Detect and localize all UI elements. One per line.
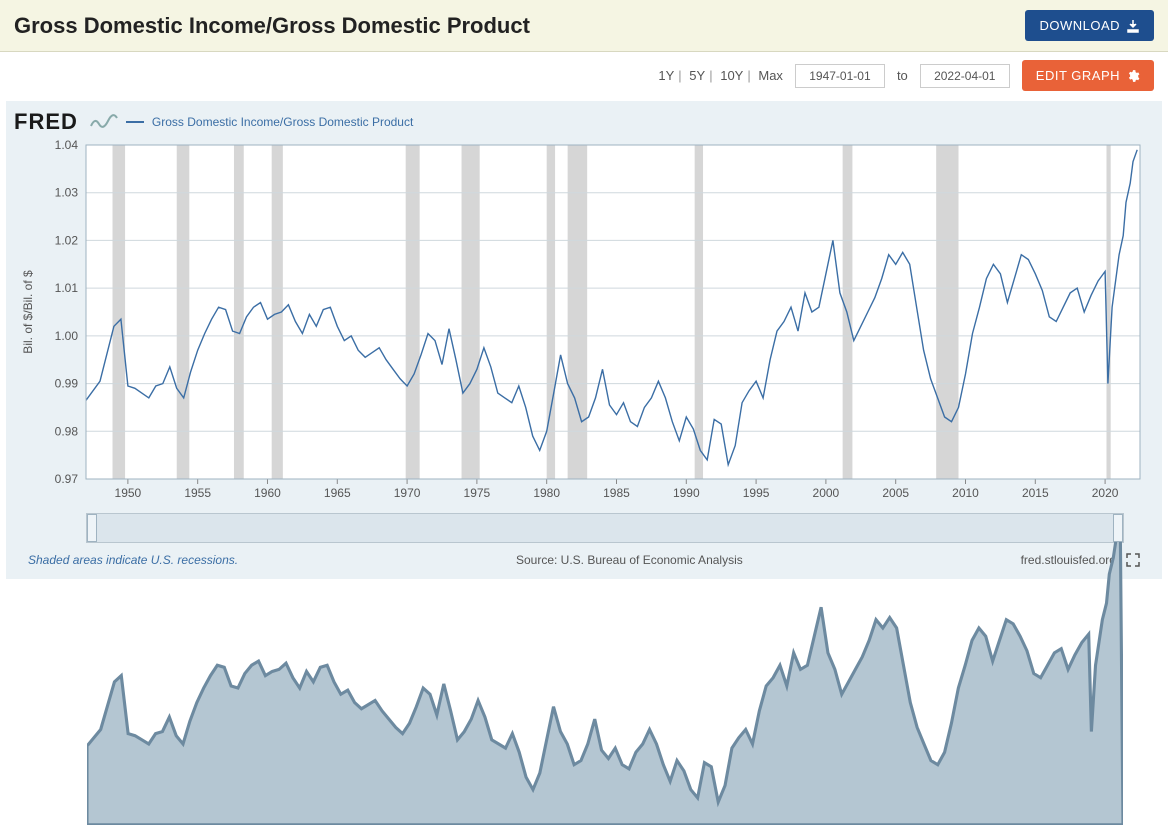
svg-text:1980: 1980 <box>533 486 560 500</box>
download-button[interactable]: DOWNLOAD <box>1025 10 1154 41</box>
svg-text:0.98: 0.98 <box>55 424 79 438</box>
svg-text:1.01: 1.01 <box>55 281 79 295</box>
svg-text:1990: 1990 <box>673 486 700 500</box>
page-title: Gross Domestic Income/Gross Domestic Pro… <box>14 13 530 39</box>
time-range-slider[interactable] <box>86 513 1124 543</box>
svg-text:2020: 2020 <box>1092 486 1119 500</box>
svg-text:1.02: 1.02 <box>55 233 79 247</box>
svg-text:1950: 1950 <box>115 486 142 500</box>
range-1y[interactable]: 1Y <box>658 68 674 83</box>
expand-icon[interactable] <box>1126 553 1140 567</box>
download-icon <box>1126 19 1140 33</box>
edit-graph-label: EDIT GRAPH <box>1036 68 1120 83</box>
date-to-input[interactable] <box>920 64 1010 88</box>
svg-text:Bil. of $/Bil. of $: Bil. of $/Bil. of $ <box>21 270 35 354</box>
chart-svg: 0.97 0.98 0.99 1.00 1.01 1.02 1.03 1.04 1950 1955… <box>14 137 1152 507</box>
range-5y[interactable]: 5Y <box>689 68 705 83</box>
svg-text:2000: 2000 <box>813 486 840 500</box>
svg-text:1.04: 1.04 <box>55 138 79 152</box>
slider-handle-right[interactable] <box>1113 514 1123 542</box>
range-10y[interactable]: 10Y <box>720 68 743 83</box>
slider-preview <box>87 514 1123 825</box>
gear-icon <box>1126 69 1140 83</box>
svg-text:2015: 2015 <box>1022 486 1049 500</box>
svg-text:1960: 1960 <box>254 486 281 500</box>
legend-label: Gross Domestic Income/Gross Domestic Pro… <box>152 115 413 129</box>
svg-text:1965: 1965 <box>324 486 351 500</box>
range-links: 1Y| 5Y| 10Y| Max <box>658 68 783 83</box>
edit-graph-button[interactable]: EDIT GRAPH <box>1022 60 1154 91</box>
svg-text:1985: 1985 <box>603 486 630 500</box>
slider-handle-left[interactable] <box>87 514 97 542</box>
legend-swatch <box>126 121 144 123</box>
svg-text:1975: 1975 <box>464 486 491 500</box>
svg-text:1955: 1955 <box>184 486 211 500</box>
fred-logo-icon <box>90 114 118 130</box>
download-label: DOWNLOAD <box>1039 18 1120 33</box>
chart-area: FRED Gross Domestic Income/Gross Domesti… <box>6 101 1162 579</box>
header-bar: Gross Domestic Income/Gross Domestic Pro… <box>0 0 1168 52</box>
svg-text:2005: 2005 <box>882 486 909 500</box>
fred-logo: FRED <box>14 109 78 135</box>
to-label: to <box>897 68 908 83</box>
legend-row: FRED Gross Domestic Income/Gross Domesti… <box>14 109 1154 135</box>
svg-text:2010: 2010 <box>952 486 979 500</box>
svg-text:0.97: 0.97 <box>55 472 79 486</box>
controls-row: 1Y| 5Y| 10Y| Max to EDIT GRAPH <box>0 52 1168 95</box>
svg-text:0.99: 0.99 <box>55 377 79 391</box>
range-max[interactable]: Max <box>758 68 783 83</box>
svg-text:1.00: 1.00 <box>55 329 79 343</box>
date-from-input[interactable] <box>795 64 885 88</box>
svg-text:1970: 1970 <box>394 486 421 500</box>
svg-text:1.03: 1.03 <box>55 186 79 200</box>
svg-text:1995: 1995 <box>743 486 770 500</box>
